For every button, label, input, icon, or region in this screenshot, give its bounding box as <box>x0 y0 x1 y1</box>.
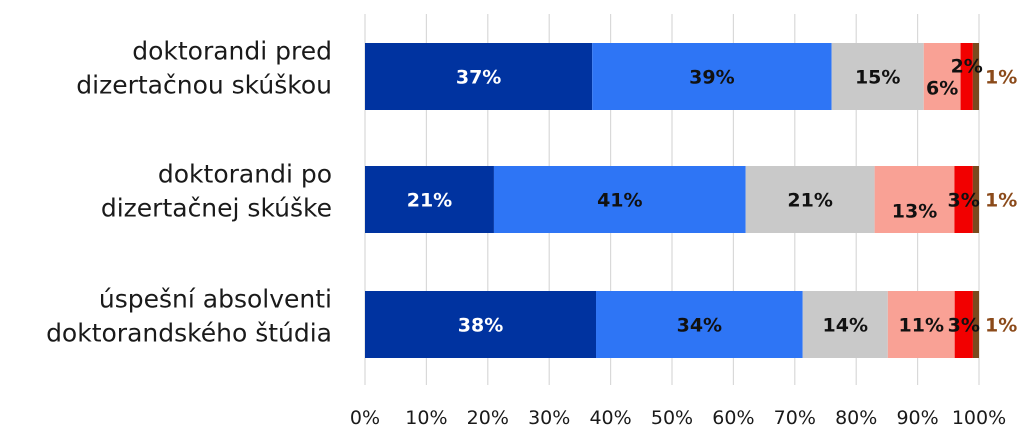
data-label: 3% <box>948 315 980 337</box>
data-label: 1% <box>985 315 1017 337</box>
bar-segment <box>592 43 832 110</box>
x-axis-ticks: 0% 10% 20% 30% 40% 50% 60% 70% 80% 90% 100% <box>350 407 1006 429</box>
data-label: 21% <box>407 190 452 212</box>
bar-segment <box>874 166 955 233</box>
bar-segment <box>972 166 979 233</box>
category-labels: doktorandi pred dizertačnou skúškou doktor… <box>46 37 332 348</box>
bar-segment <box>954 166 973 233</box>
data-label: 21% <box>787 190 832 212</box>
data-labels: 37% 39% 15% 6%2% 1%21% 41% 21% 13% 3% 1%38% 34% 14%… <box>407 56 1018 337</box>
category-label: doktorandi po dizertačnej skúške <box>101 160 332 223</box>
data-label: 3% <box>948 190 980 212</box>
category-label: doktorandi pred dizertačnou skúškou <box>76 37 332 100</box>
bar-segment <box>745 166 875 233</box>
data-label: 1% <box>985 67 1017 89</box>
bar-segment <box>365 291 597 358</box>
data-label: 34% <box>677 315 722 337</box>
x-tick-label: 90% <box>896 407 938 429</box>
data-label: 13% <box>892 201 937 223</box>
data-label: 41% <box>597 190 642 212</box>
x-tick-label: 10% <box>405 407 447 429</box>
bar-segment <box>596 291 803 358</box>
data-label: 6% <box>926 78 958 100</box>
bar-segment <box>923 43 961 110</box>
bar-segment <box>831 43 924 110</box>
x-tick-label: 60% <box>712 407 754 429</box>
x-tick-label: 20% <box>467 407 509 429</box>
bar-segment <box>365 43 593 110</box>
x-tick-label: 80% <box>835 407 877 429</box>
data-label: 37% <box>456 67 501 89</box>
bars <box>365 43 979 358</box>
bar-segment <box>887 291 955 358</box>
data-label: 11% <box>899 315 944 337</box>
x-tick-label: 50% <box>651 407 693 429</box>
x-tick-label: 100% <box>952 407 1006 429</box>
data-label: 15% <box>855 67 900 89</box>
x-tick-label: 40% <box>589 407 631 429</box>
data-label: 1% <box>985 190 1017 212</box>
data-label: 2% <box>951 56 983 78</box>
bar-segment <box>972 43 979 110</box>
bar-segment <box>365 166 494 233</box>
x-tick-label: 0% <box>350 407 380 429</box>
data-label: 14% <box>823 315 868 337</box>
x-tick-label: 70% <box>774 407 816 429</box>
bar-segment <box>972 291 979 358</box>
x-tick-label: 30% <box>528 407 570 429</box>
data-label: 39% <box>689 67 734 89</box>
data-label: 38% <box>458 315 503 337</box>
bar-segment <box>954 291 973 358</box>
category-label: úspešní absolventi doktorandského štúdia <box>46 285 332 348</box>
bar-segment <box>960 43 973 110</box>
bar-segment <box>802 291 888 358</box>
bar-segment <box>493 166 746 233</box>
